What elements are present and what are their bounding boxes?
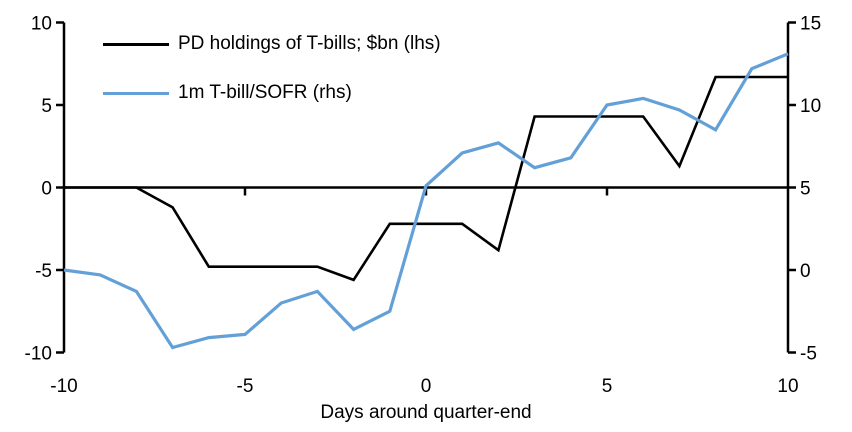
legend-item-label: PD holdings of T-bills; $bn (lhs): [178, 33, 441, 54]
x-axis-title: Days around quarter-end: [320, 402, 531, 423]
series-line-tbill-sofr: [63, 52, 789, 350]
right-axis-tick-label: 0: [800, 261, 811, 282]
x-axis-tick-label: 0: [421, 376, 432, 397]
left-axis-tick-label: 10: [31, 14, 52, 35]
x-axis-tick-label: 10: [777, 376, 798, 397]
legend-item-label: 1m T-bill/SOFR (rhs): [178, 82, 352, 103]
legend-line-sample: [103, 91, 169, 95]
x-axis-tick-label: -5: [237, 376, 254, 397]
x-axis-tick-label: 5: [602, 376, 613, 397]
left-axis-tick-label: 0: [41, 179, 52, 200]
right-axis-tick-label: -5: [800, 344, 817, 365]
right-axis-tick-label: 5: [800, 179, 811, 200]
series-line-pd-holdings: [64, 75, 788, 282]
left-axis-tick-label: -10: [25, 344, 52, 365]
legend-item: 1m T-bill/SOFR (rhs): [103, 81, 441, 105]
legend: PD holdings of T-bills; $bn (lhs) 1m T-b…: [103, 32, 441, 130]
right-axis-tick-label: 15: [800, 14, 821, 35]
x-axis-tick-label: -10: [50, 376, 77, 397]
left-axis-tick-label: -5: [35, 261, 52, 282]
legend-line-sample: [103, 42, 169, 46]
left-axis-tick-label: 5: [41, 96, 52, 117]
right-axis-tick-label: 10: [800, 96, 821, 117]
legend-item: PD holdings of T-bills; $bn (lhs): [103, 32, 441, 56]
